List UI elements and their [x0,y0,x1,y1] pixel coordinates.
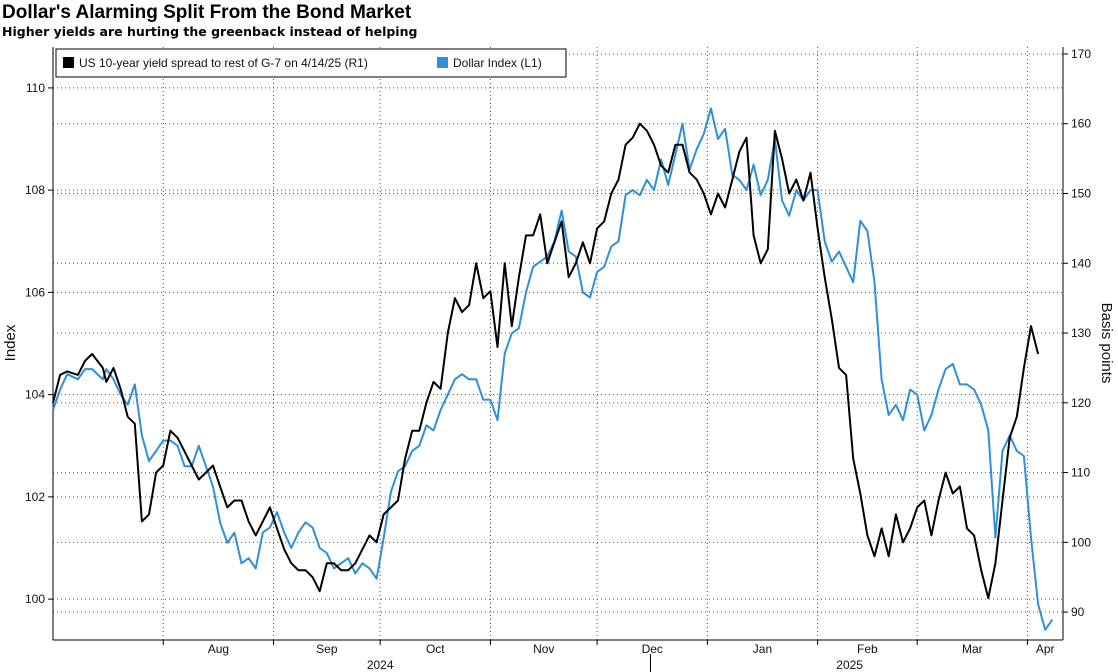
month-label-Nov: Nov [533,642,554,656]
legend-box [55,48,567,78]
right-tick-label-110: 110 [1071,466,1090,480]
right-tick-label-170: 170 [1071,47,1091,61]
year-label-2025: 2025 [836,658,863,672]
right-tick-label-100: 100 [1071,535,1091,549]
legend-label-spread: US 10-year yield spread to rest of G-7 o… [79,56,368,70]
month-label-Oct: Oct [426,642,445,656]
axes: 100 102 104 106 108 110 90 100 110 120 130 140 150 16… [25,47,1091,672]
chart-subtitle: Higher yields are hurting the greenback … [2,24,418,39]
right-tick-label-150: 150 [1071,187,1091,201]
legend-swatch-spread [63,57,74,68]
month-label-Jan: Jan [753,642,772,656]
right-axis-label: Basis points [1098,303,1115,384]
right-tick-label-120: 120 [1071,396,1091,410]
left-tick-label-110: 110 [26,81,45,95]
legend: US 10-year yield spread to rest of G-7 o… [55,48,567,78]
year-label-2024: 2024 [367,658,394,672]
chart-title: Dollar's Alarming Split From the Bond Ma… [2,2,412,23]
left-tick-label-106: 106 [25,285,45,299]
month-label-Mar: Mar [962,642,983,656]
right-tick-label-130: 130 [1071,326,1091,340]
month-label-Aug: Aug [208,642,229,656]
left-tick-label-100: 100 [25,592,45,606]
left-tick-label-102: 102 [25,490,45,504]
month-label-Feb: Feb [857,642,878,656]
grid [53,47,1063,640]
left-tick-label-108: 108 [25,183,45,197]
right-tick-label-140: 140 [1071,256,1091,270]
right-tick-label-160: 160 [1071,117,1091,131]
legend-label-dollar: Dollar Index (L1) [453,56,542,70]
series-layer [52,107,1054,631]
month-label-Dec: Dec [642,642,663,656]
left-axis-label: Index [2,324,19,361]
month-label-Apr: Apr [1036,642,1055,656]
month-label-Sep: Sep [316,642,338,656]
series-line-yield-spread [52,122,1040,600]
left-tick-label-104: 104 [25,388,45,402]
right-tick-label-90: 90 [1071,605,1085,619]
series-line-dollar-index [52,107,1054,631]
legend-swatch-dollar [437,57,448,68]
